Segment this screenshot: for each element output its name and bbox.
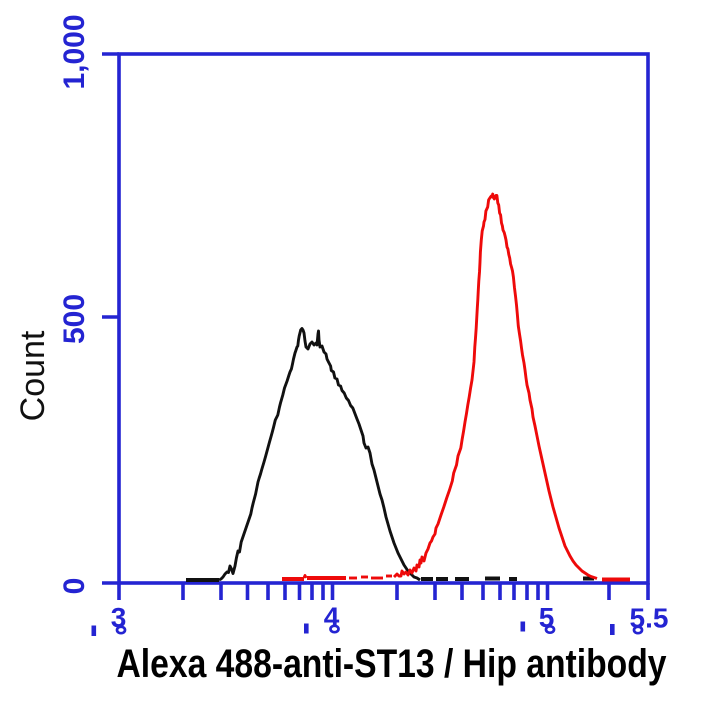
svg-text:1,000: 1,000 xyxy=(58,14,91,89)
svg-text:4: 4 xyxy=(324,602,340,633)
svg-text:Alexa 488-anti-ST13 / Hip anti: Alexa 488-anti-ST13 / Hip antibody xyxy=(117,642,668,686)
svg-text:Count: Count xyxy=(14,330,52,421)
svg-text:500: 500 xyxy=(58,294,91,344)
svg-text:3: 3 xyxy=(111,602,127,633)
svg-text:5: 5 xyxy=(539,602,555,633)
svg-text:0: 0 xyxy=(58,578,91,595)
svg-text:5.5: 5.5 xyxy=(630,603,669,634)
